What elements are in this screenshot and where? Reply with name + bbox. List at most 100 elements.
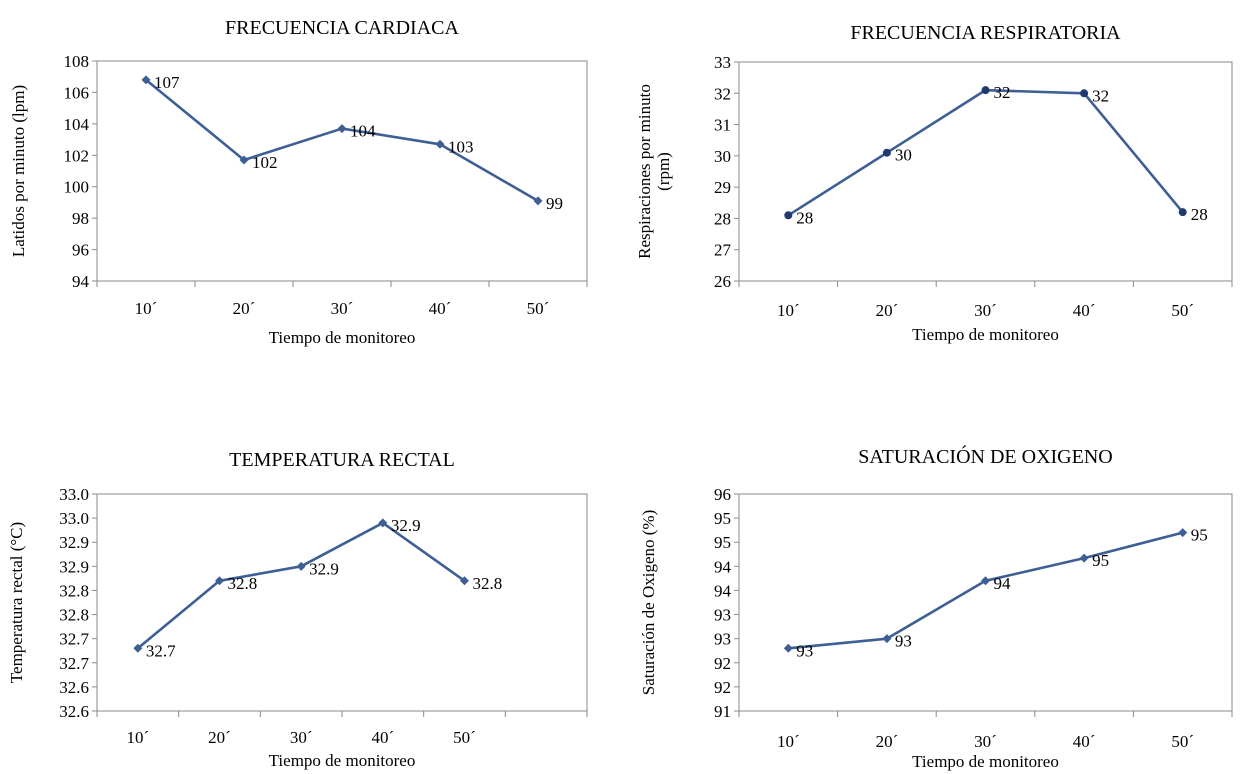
series-line bbox=[788, 531, 1184, 650]
data-point bbox=[1178, 528, 1188, 538]
x-tick-label: 10´ bbox=[777, 301, 800, 320]
y-axis-label: Saturación de Oxigeno (%) bbox=[639, 510, 658, 696]
y-tick-label: 100 bbox=[64, 178, 90, 197]
data-label: 32.8 bbox=[228, 574, 258, 593]
plot-area bbox=[738, 493, 1233, 712]
y-tick-label: 33.0 bbox=[59, 509, 89, 528]
data-label: 30 bbox=[895, 146, 912, 165]
y-tick-label: 96 bbox=[72, 241, 89, 260]
y-tick-label: 30 bbox=[714, 147, 731, 166]
x-axis-label: Tiempo de monitoreo bbox=[269, 751, 416, 770]
data-point bbox=[882, 634, 892, 644]
data-label: 32.7 bbox=[146, 641, 176, 660]
y-axis-label-line: Respiraciones por minuto bbox=[635, 84, 654, 259]
y-tick-label: 102 bbox=[64, 146, 90, 165]
plot-area bbox=[738, 61, 1233, 282]
x-tick-label: 10´ bbox=[777, 732, 800, 751]
x-tick-label: 40´ bbox=[1073, 301, 1096, 320]
y-tick-label: 93 bbox=[714, 630, 731, 649]
data-label: 93 bbox=[796, 641, 813, 660]
x-tick-label: 30´ bbox=[331, 299, 354, 318]
y-tick-label: 32.8 bbox=[59, 606, 89, 625]
chart-frecuencia-respiratoria: FRECUENCIA RESPIRATORIA 26 27 28 29 30 31 32 33 1… bbox=[635, 22, 1233, 344]
chart-saturacion-oxigeno: SATURACIÓN DE OXIGENO 91 92 92 93 93 94 94 95 95 9… bbox=[639, 444, 1233, 771]
y-tick-label: 94 bbox=[72, 272, 90, 291]
data-point bbox=[133, 643, 143, 653]
data-point bbox=[1178, 208, 1187, 217]
data-label: 107 bbox=[154, 73, 180, 92]
data-point bbox=[783, 643, 793, 653]
y-tick-label: 27 bbox=[714, 241, 732, 260]
y-axis-label: Respiraciones por minuto(rpm) bbox=[635, 84, 673, 259]
data-point bbox=[981, 86, 990, 95]
y-tick-label: 104 bbox=[64, 115, 90, 134]
x-tick-label: 40´ bbox=[1073, 732, 1096, 751]
data-point bbox=[141, 75, 151, 85]
data-label: 32 bbox=[994, 83, 1011, 102]
chart-temperatura-rectal: TEMPERATURA RECTAL 32.6 32.6 32.7 32.7 32.8 32… bbox=[7, 449, 588, 770]
y-tick-label: 32.9 bbox=[59, 557, 89, 576]
data-point bbox=[1080, 89, 1089, 98]
chart-title: FRECUENCIA CARDIACA bbox=[225, 17, 459, 39]
y-tick-label: 32.7 bbox=[59, 630, 89, 649]
x-tick-label: 20´ bbox=[233, 299, 256, 318]
x-tick-label: 30´ bbox=[974, 732, 997, 751]
y-tick-label: 32 bbox=[714, 84, 731, 103]
data-label: 99 bbox=[546, 194, 563, 213]
x-tick-label: 40´ bbox=[371, 728, 394, 747]
data-point bbox=[533, 196, 543, 206]
data-label: 102 bbox=[252, 153, 278, 172]
x-tick-label: 10´ bbox=[135, 299, 158, 318]
y-tick-label: 91 bbox=[714, 702, 731, 721]
y-tick-label: 32.6 bbox=[59, 702, 89, 721]
y-tick-label: 98 bbox=[72, 209, 89, 228]
x-tick-label: 50´ bbox=[453, 728, 476, 747]
plot-area bbox=[96, 493, 588, 712]
data-point bbox=[435, 139, 445, 149]
y-tick-label: 92 bbox=[714, 654, 731, 673]
plot-area bbox=[96, 60, 588, 282]
y-axis-label-line: Saturación de Oxigeno (%) bbox=[639, 510, 658, 696]
y-axis-label-line: Temperatura rectal (°C) bbox=[7, 522, 26, 683]
data-label: 95 bbox=[1092, 551, 1109, 570]
y-tick-label: 26 bbox=[714, 272, 731, 291]
chart-frecuencia-cardiaca: FRECUENCIA CARDIACA 94 96 98 100 102 104 106 108… bbox=[9, 17, 588, 347]
y-tick-label: 29 bbox=[714, 178, 731, 197]
data-point bbox=[882, 148, 891, 157]
x-tick-label: 10´ bbox=[126, 728, 149, 747]
y-tick-label: 32.8 bbox=[59, 581, 89, 600]
y-tick-label: 106 bbox=[64, 83, 90, 102]
data-label: 103 bbox=[448, 137, 474, 156]
series-line bbox=[787, 88, 1184, 217]
data-label: 93 bbox=[895, 632, 912, 651]
x-tick-label: 20´ bbox=[876, 732, 899, 751]
y-tick-label: 31 bbox=[714, 116, 731, 135]
data-label: 94 bbox=[994, 574, 1012, 593]
y-tick-label: 94 bbox=[714, 557, 732, 576]
data-label: 32.9 bbox=[391, 516, 421, 535]
data-label: 104 bbox=[350, 122, 376, 141]
y-tick-label: 32.6 bbox=[59, 678, 89, 697]
x-tick-label: 20´ bbox=[208, 728, 231, 747]
y-axis-label: Latidos por minuto (lpm) bbox=[9, 85, 28, 257]
y-tick-label: 33 bbox=[714, 53, 731, 72]
chart-title: TEMPERATURA RECTAL bbox=[229, 449, 455, 471]
data-label: 32.8 bbox=[473, 574, 503, 593]
x-tick-label: 50´ bbox=[1171, 732, 1194, 751]
data-label: 95 bbox=[1191, 526, 1208, 545]
y-tick-label: 96 bbox=[714, 485, 731, 504]
y-tick-label: 93 bbox=[714, 606, 731, 625]
x-axis-label: Tiempo de monitoreo bbox=[912, 752, 1059, 771]
y-axis-label-line: (rpm) bbox=[654, 152, 673, 191]
x-tick-label: 30´ bbox=[290, 728, 313, 747]
data-label: 28 bbox=[796, 208, 813, 227]
y-tick-label: 95 bbox=[714, 533, 731, 552]
data-point bbox=[337, 124, 347, 134]
chart-title: SATURACIÓN DE OXIGENO bbox=[858, 444, 1112, 468]
y-tick-label: 33.0 bbox=[59, 485, 89, 504]
y-tick-label: 32.9 bbox=[59, 533, 89, 552]
data-label: 28 bbox=[1191, 205, 1208, 224]
y-tick-label: 28 bbox=[714, 209, 731, 228]
y-axis-label: Temperatura rectal (°C) bbox=[7, 522, 26, 683]
x-axis-label: Tiempo de monitoreo bbox=[269, 328, 416, 347]
